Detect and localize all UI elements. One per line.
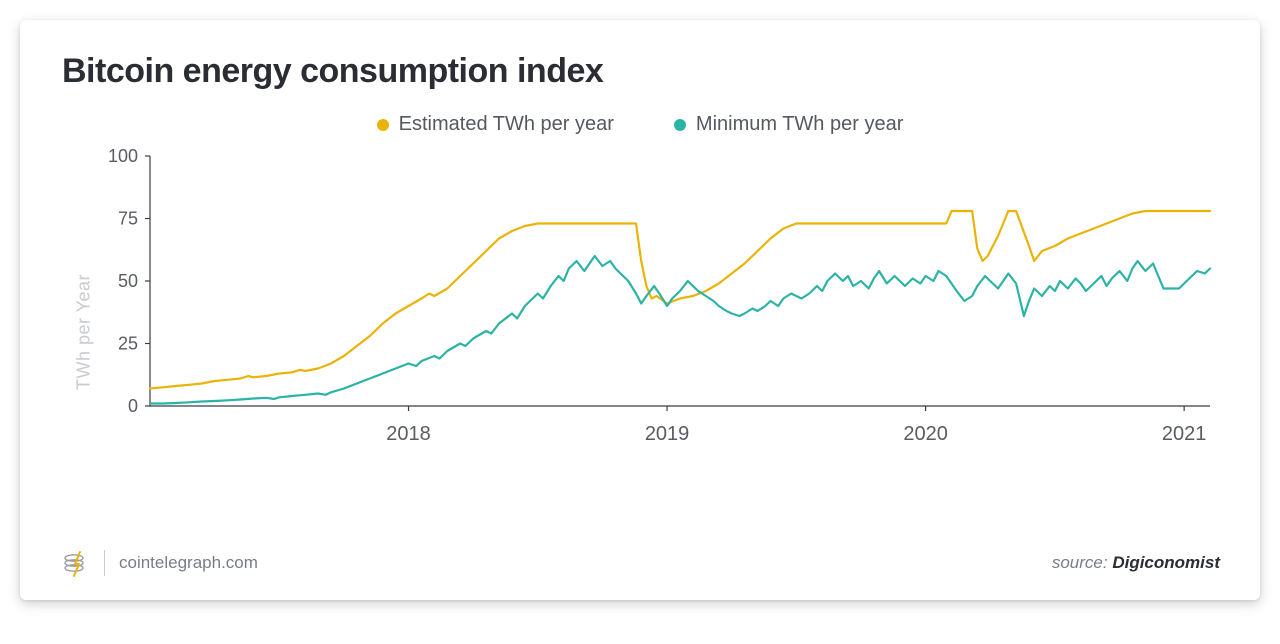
svg-text:100: 100 [108,146,138,166]
chart-svg: 0 25 50 75 100 2018 2019 2020 2021 [60,146,1220,466]
footer-site: cointelegraph.com [119,553,258,573]
svg-text:2020: 2020 [903,423,948,445]
legend-dot-minimum [674,119,686,131]
cointelegraph-logo-icon [60,548,90,578]
svg-text:25: 25 [118,334,138,354]
legend-label-estimated: Estimated TWh per year [399,113,614,136]
footer-separator [104,550,105,576]
y-axis-label: TWh per Year [74,274,95,390]
svg-text:0: 0 [128,396,138,416]
footer-source: source: Digiconomist [1052,553,1220,573]
footer-left: cointelegraph.com [60,548,258,578]
source-prefix: source: [1052,553,1108,572]
legend-dot-estimated [377,119,389,131]
card-footer: cointelegraph.com source: Digiconomist [60,548,1220,578]
legend-item-estimated: Estimated TWh per year [377,113,614,136]
chart-card: Bitcoin energy consumption index Estimat… [20,20,1260,600]
chart-legend: Estimated TWh per year Minimum TWh per y… [60,113,1220,136]
svg-text:2021: 2021 [1162,423,1207,445]
chart-area: TWh per Year 0 25 50 75 100 2018 2019 2020 2021 [60,146,1220,466]
svg-text:75: 75 [118,209,138,229]
svg-text:2018: 2018 [386,423,431,445]
svg-text:2019: 2019 [645,423,690,445]
source-name: Digiconomist [1112,553,1220,572]
svg-text:50: 50 [118,271,138,291]
legend-item-minimum: Minimum TWh per year [674,113,903,136]
chart-title: Bitcoin energy consumption index [62,52,1220,91]
legend-label-minimum: Minimum TWh per year [696,113,903,136]
